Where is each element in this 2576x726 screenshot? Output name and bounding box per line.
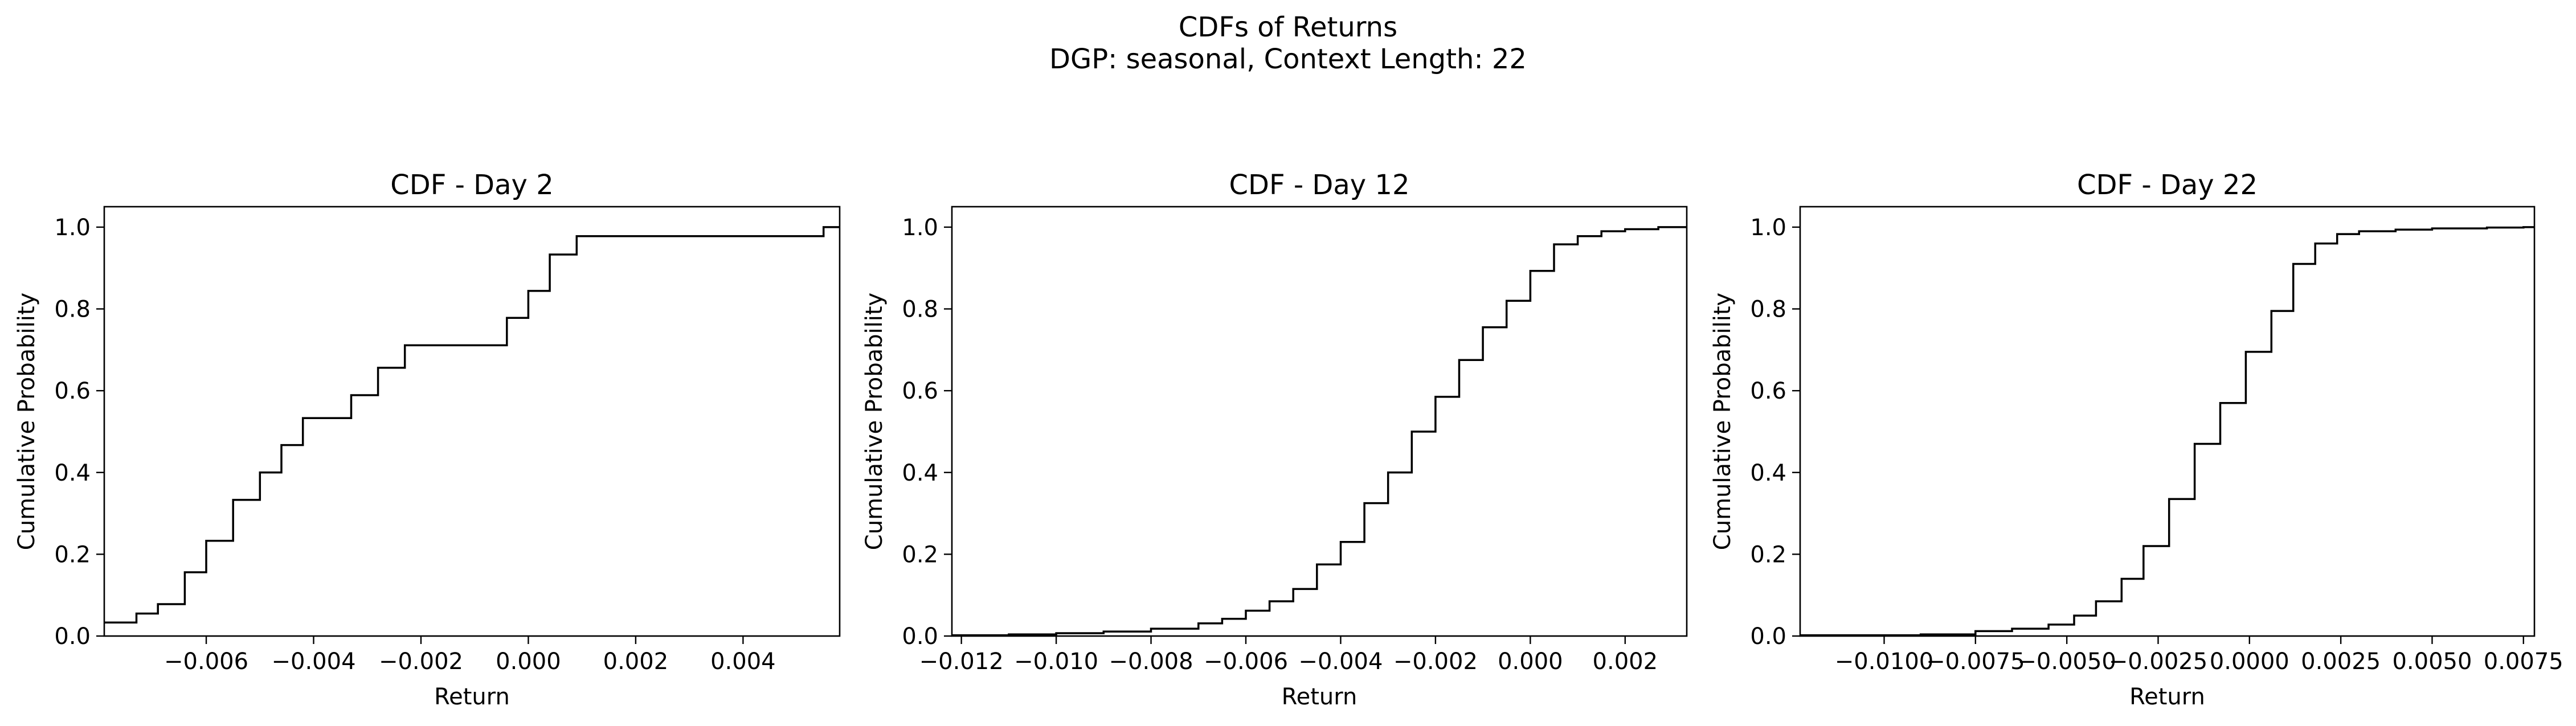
y-tick-label: 0.8 [1750, 297, 1786, 323]
x-axis-label: Return [434, 684, 510, 710]
x-tick-label: −0.0075 [1926, 649, 2025, 675]
axes-frame [1799, 206, 2536, 637]
y-tick-label: 0.2 [902, 542, 938, 568]
x-tick-label: 0.002 [1593, 649, 1658, 675]
x-tick-label: −0.006 [164, 649, 248, 675]
panel-title: CDF - Day 22 [2077, 169, 2258, 201]
cdf-step-line [952, 226, 1687, 637]
x-tick-label: −0.0025 [2109, 649, 2207, 675]
x-axis-label: Return [1282, 684, 1357, 710]
y-tick-label: 0.4 [54, 460, 91, 486]
x-tick-label: 0.000 [496, 649, 561, 675]
y-tick-label: 0.8 [54, 297, 91, 323]
cdf-step-line [1800, 226, 2534, 637]
y-tick-label: 0.2 [54, 542, 91, 568]
figure-title: CDFs of Returns [1178, 11, 1398, 43]
x-tick-label: −0.012 [919, 649, 1004, 675]
x-tick-label: 0.0025 [2301, 649, 2381, 675]
x-tick-label: 0.0075 [2484, 649, 2563, 675]
cdf-panel-3: −0.0100−0.0075−0.0050−0.0025 0.0000 0.0025… [1710, 169, 2563, 710]
x-tick-label: −0.010 [1014, 649, 1098, 675]
y-tick-label: 0.0 [1750, 624, 1786, 650]
y-tick-label: 1.0 [54, 215, 91, 241]
y-tick-label: 0.8 [902, 297, 938, 323]
x-axis-label: Return [2129, 684, 2205, 710]
y-tick-label: 0.4 [902, 460, 938, 486]
x-tick-label: −0.008 [1109, 649, 1193, 675]
x-tick-label: 0.000 [1498, 649, 1563, 675]
y-axis-label: Cumulative Probability [861, 293, 888, 550]
y-tick-label: 0.4 [1750, 460, 1786, 486]
x-tick-label: −0.004 [1298, 649, 1383, 675]
x-tick-label: −0.0100 [1835, 649, 1933, 675]
x-tick-label: −0.004 [271, 649, 355, 675]
panel-title: CDF - Day 2 [390, 169, 554, 201]
x-tick-label: 0.0000 [2210, 649, 2289, 675]
axes-frame [951, 206, 1688, 637]
figure-subtitle: DGP: seasonal, Context Length: 22 [1049, 43, 1527, 75]
y-tick-label: 0.6 [1750, 378, 1786, 404]
y-tick-label: 1.0 [1750, 215, 1786, 241]
cdf-panel-2: −0.012 −0.010 −0.008 −0.006 −0.004 −0.002 0.00… [861, 169, 1688, 710]
y-tick-label: 0.0 [902, 624, 938, 650]
y-axis-label: Cumulative Probability [1710, 293, 1736, 550]
x-tick-label: −0.002 [1393, 649, 1478, 675]
y-tick-label: 1.0 [902, 215, 938, 241]
x-tick-label: 0.004 [710, 649, 776, 675]
y-axis-label: Cumulative Probability [14, 293, 40, 550]
axes-frame [103, 206, 841, 637]
cdf-step-line [104, 226, 840, 624]
y-tick-label: 0.0 [54, 624, 91, 650]
x-tick-label: −0.0050 [2017, 649, 2116, 675]
cdf-panel-1: −0.006 −0.004 −0.002 0.000 0.002 0.004 0.0 0.2 0… [14, 169, 841, 710]
x-tick-label: 0.0050 [2392, 649, 2472, 675]
panel-title: CDF - Day 12 [1229, 169, 1409, 201]
y-tick-label: 0.6 [54, 378, 91, 404]
x-tick-label: −0.002 [379, 649, 463, 675]
y-tick-label: 0.2 [1750, 542, 1786, 568]
x-tick-label: −0.006 [1204, 649, 1288, 675]
y-tick-label: 0.6 [902, 378, 938, 404]
x-tick-label: 0.002 [603, 649, 669, 675]
